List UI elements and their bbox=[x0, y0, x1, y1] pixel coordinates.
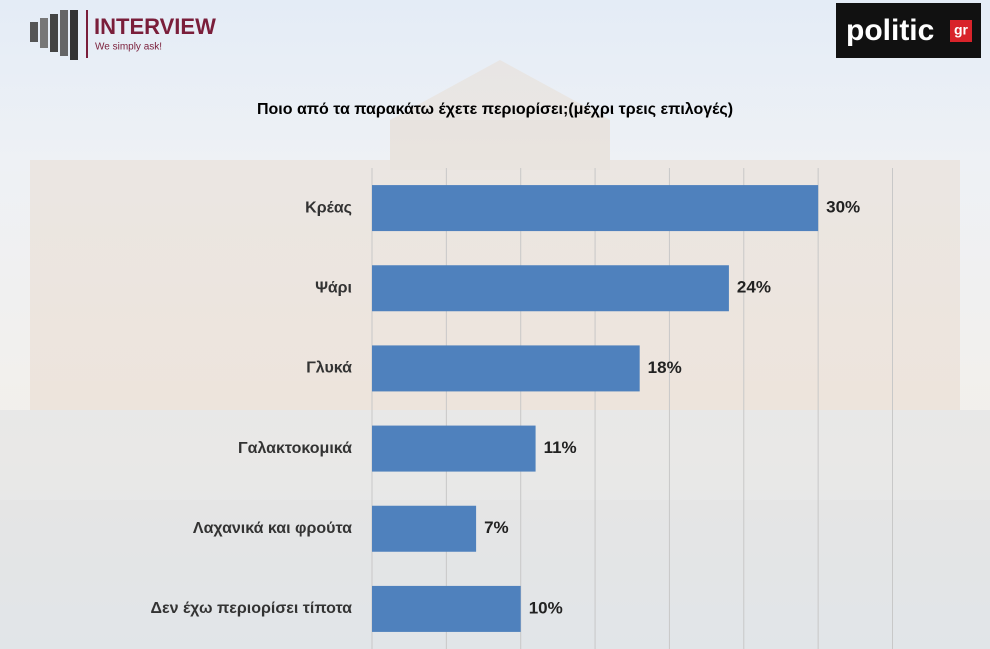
value-label: 10% bbox=[529, 598, 563, 617]
tagline: We simply ask! bbox=[95, 42, 162, 53]
value-label: 7% bbox=[484, 518, 509, 537]
bar bbox=[372, 265, 729, 312]
site: politic bbox=[846, 14, 934, 47]
category-label: Λαχανικά και φρούτα bbox=[193, 520, 352, 537]
bar bbox=[372, 425, 536, 472]
category-label: Γαλακτοκομικά bbox=[238, 440, 352, 457]
value-label: 11% bbox=[544, 438, 577, 457]
category-label: Ψάρι bbox=[315, 279, 352, 296]
interview-logo: INTERVIEW We simply ask! bbox=[30, 10, 216, 60]
chart-title: Ποιο από τα παρακάτω έχετε περιορίσει;(μ… bbox=[257, 101, 733, 118]
bar bbox=[372, 345, 640, 392]
value-label: 18% bbox=[648, 358, 682, 377]
site-suffix: gr bbox=[954, 22, 969, 38]
plot: Κρέας 30% Ψάρι 24% Γλυκά 18% Γαλακτοκομικά 11% Λ… bbox=[151, 168, 893, 649]
politic-logo: politic gr bbox=[836, 3, 981, 58]
bar bbox=[372, 505, 477, 552]
category-label: Δεν έχω περιορίσει τίποτα bbox=[151, 600, 353, 617]
value-label: 30% bbox=[826, 198, 860, 217]
value-label: 24% bbox=[737, 278, 771, 297]
brand: INTERVIEW bbox=[94, 14, 216, 39]
category-label: Γλυκά bbox=[306, 360, 352, 377]
bar bbox=[372, 585, 521, 632]
bar bbox=[372, 185, 819, 232]
category-label: Κρέας bbox=[305, 199, 352, 216]
